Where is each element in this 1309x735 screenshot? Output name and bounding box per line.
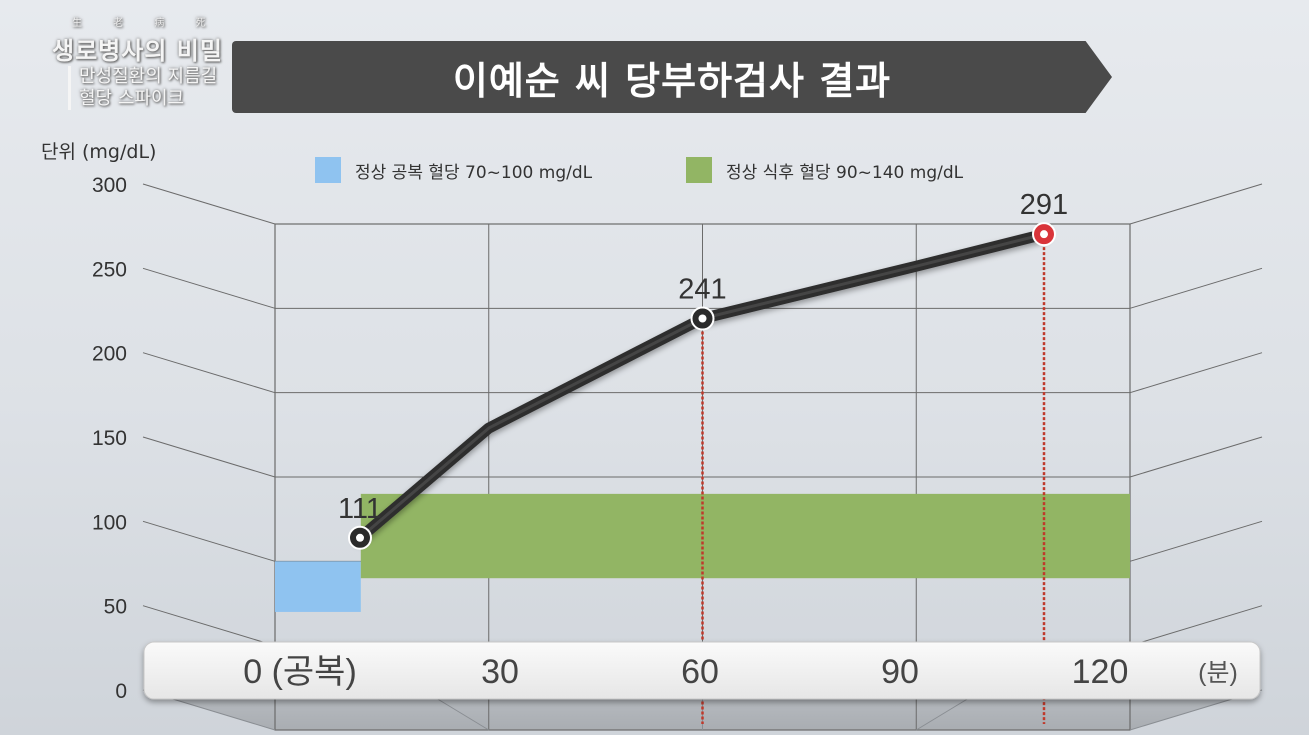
logo-title: 생로병사의 비밀 [52,37,223,65]
x-tick-label: 90 [881,653,919,691]
data-point-marker-center [698,314,707,323]
logo-subtitle-2: 혈당 스파이크 [68,88,223,110]
legend-swatch-fasting [315,157,341,183]
data-point-label: 241 [678,274,726,306]
left-gridline [142,267,276,309]
x-tick-label: 30 [481,653,519,691]
legend-swatch-postmeal [686,157,712,183]
right-gridline [1129,520,1263,562]
right-gridline [1129,352,1263,394]
data-point-label: 291 [1020,189,1068,221]
chart-title: 이예순 씨 당부하검사 결과 [452,58,892,103]
y-tick-label: 50 [104,596,127,619]
right-gridline [1129,436,1263,478]
x-axis-panel [143,641,1261,700]
left-gridline [142,183,276,225]
legend-fasting: 정상 공복 혈당 70~100 mg/dL [315,157,592,183]
right-gridline [1129,183,1263,225]
y-tick-label: 0 [115,680,127,703]
band-fasting [275,561,361,612]
logo-subtitle-1: 만성질환의 지름길 [68,66,223,88]
x-axis-unit-label: (분) [1198,659,1238,687]
legend-label-fasting: 정상 공복 혈당 70~100 mg/dL [355,162,593,183]
left-gridline [142,352,276,394]
program-logo: 生 老 病 死 생로병사의 비밀 만성질환의 지름길 혈당 스파이크 [52,14,223,110]
x-tick-label: 60 [681,653,719,691]
legend-postmeal: 정상 식후 혈당 90~140 mg/dL [686,157,963,183]
y-tick-label: 300 [92,174,127,197]
legend-label-postmeal: 정상 식후 혈당 90~140 mg/dL [726,162,964,183]
left-gridline [142,436,276,478]
band-postmeal [360,493,1130,579]
logo-hanja: 生 老 病 死 [72,18,220,29]
right-gridline [1129,605,1263,647]
x-tick-label: 120 [1072,653,1129,691]
right-gridline [1129,267,1263,309]
y-axis-unit-label: 단위 (mg/dL) [41,141,157,163]
x-tick-label: 0 (공복) [243,653,357,691]
data-point-marker-center [356,533,364,542]
data-point-marker-center [1040,230,1048,239]
y-tick-label: 200 [92,343,127,366]
y-tick-label: 250 [92,258,127,281]
y-tick-label: 100 [92,511,127,534]
left-gridline [142,605,276,647]
title-banner: 이예순 씨 당부하검사 결과 [232,41,1112,113]
left-gridline [142,520,276,562]
data-point-label: 111 [338,493,382,525]
y-tick-label: 150 [92,427,127,450]
